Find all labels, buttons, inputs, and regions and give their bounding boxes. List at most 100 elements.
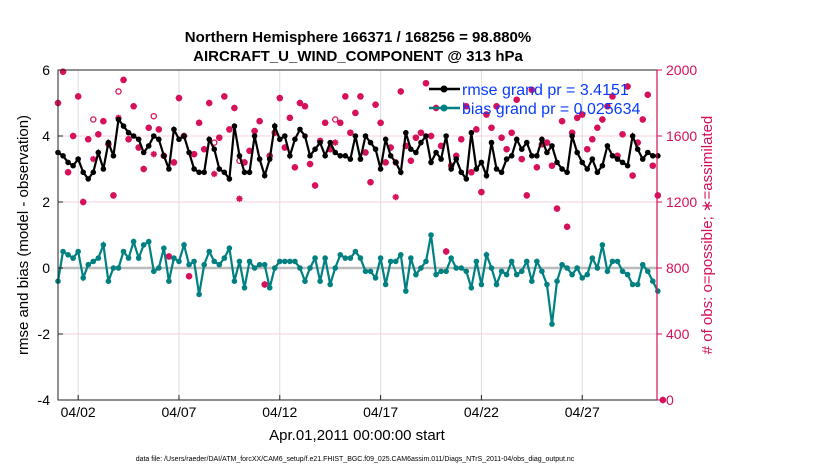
bias-point [372, 275, 379, 281]
bias-point [347, 255, 354, 261]
obs-assimilated-point [261, 281, 268, 288]
rmse-point [221, 169, 228, 176]
bias-point [216, 261, 223, 268]
bias-point [115, 265, 122, 271]
bias-point [518, 268, 525, 275]
chart-title-line-1: Northern Hemisphere 166371 / 168256 = 98… [185, 29, 531, 46]
rmse-point [443, 133, 449, 139]
legend: rmse grand pr = 3.4151 bias grand pr = 0… [429, 82, 640, 118]
rmse-point [539, 136, 545, 143]
rmse-point [110, 153, 117, 159]
bias-point [564, 265, 570, 271]
rmse-point [529, 153, 535, 159]
rmse-point [655, 153, 661, 159]
obs-assimilated-point [538, 141, 546, 148]
rmse-point [246, 169, 253, 176]
obs-assimilated-point [145, 124, 152, 131]
rmse-point [287, 153, 293, 159]
rmse-point [599, 162, 606, 169]
obs-assimilated-point [543, 139, 551, 146]
rmse-point [589, 156, 596, 162]
rmse-point [609, 153, 616, 159]
rmse-point [372, 146, 379, 152]
rmse-point [382, 136, 389, 143]
x-tick-label: 04/17 [363, 404, 398, 420]
bias-point [246, 258, 253, 265]
bias-point [145, 238, 152, 245]
bias-point [140, 242, 147, 248]
obs-assimilated-point [558, 117, 566, 125]
rmse-point [423, 133, 429, 139]
rmse-point [135, 136, 142, 143]
rmse-point [614, 156, 621, 162]
x-tick-label: 04/22 [464, 404, 499, 420]
rmse-point [468, 129, 475, 136]
rmse-point [312, 146, 318, 152]
rmse-point [166, 166, 172, 172]
obs-assimilated-point [372, 101, 379, 108]
rmse-point [297, 126, 303, 133]
bias-point [584, 271, 591, 278]
obs-assimilated-point [357, 93, 364, 100]
rmse-point [125, 129, 132, 136]
rmse-point [453, 156, 460, 162]
obs-assimilated-point [377, 119, 384, 126]
rmse-point [342, 153, 349, 159]
bias-point [392, 258, 399, 265]
bias-point [75, 248, 81, 255]
plot-frame [57, 69, 658, 401]
obs-assimilated-point [609, 93, 616, 100]
obs-assimilated-point [80, 198, 87, 206]
bias-point [529, 278, 535, 285]
obs-assimilated-point [594, 124, 601, 131]
bias-point [493, 281, 500, 288]
obs-assimilated-point [382, 159, 389, 166]
obs-assimilated-point [286, 114, 294, 122]
obs-assimilated-point [347, 129, 354, 136]
rmse-point [629, 133, 636, 139]
bias-point [256, 261, 263, 268]
bias-point [508, 258, 515, 265]
bias-point [241, 285, 248, 291]
rmse-point [337, 153, 344, 159]
bias-point [231, 278, 238, 285]
bias-point [468, 285, 475, 291]
obs-assimilated-point [649, 162, 656, 169]
rmse-point [403, 129, 409, 136]
rmse-point [534, 153, 540, 159]
legend-bias-marker [440, 104, 448, 112]
rmse-point [458, 169, 465, 176]
rmse-point [332, 149, 339, 156]
obs-assimilated-point [200, 146, 208, 153]
rmse-point [549, 143, 555, 149]
rmse-point [498, 169, 505, 176]
obs-assimilated-point [533, 164, 541, 171]
obs-assimilated-point [624, 83, 631, 90]
bias-point [211, 258, 218, 265]
rmse-point [150, 133, 157, 139]
obs-assimilated-point [573, 114, 581, 122]
rmse-point [307, 153, 313, 159]
bias-point [105, 278, 112, 285]
bias-point [297, 265, 303, 271]
rmse-point [397, 169, 404, 176]
obs-assimilated-point [155, 126, 163, 133]
rmse-point [604, 143, 611, 149]
obs-assimilated-point [296, 99, 304, 107]
rmse-point [619, 159, 626, 166]
bias-point [332, 265, 339, 271]
y-tick-label: 2 [42, 194, 50, 210]
obs-assimilated-point [407, 157, 415, 164]
bias-point [181, 242, 187, 248]
bias-point [377, 255, 384, 261]
rmse-point [276, 136, 283, 143]
y-axis-right-label: # of obs: o=possible; ∗=assimilated [699, 116, 716, 355]
bias-point [488, 265, 495, 271]
obs-assimilated-point [352, 109, 359, 117]
rmse-point [513, 136, 520, 143]
obs-assimilated-point [422, 80, 430, 87]
bias-point [322, 255, 328, 261]
rmse-point [327, 139, 333, 146]
bias-point [65, 252, 71, 258]
obs-assimilated-point [387, 144, 394, 151]
